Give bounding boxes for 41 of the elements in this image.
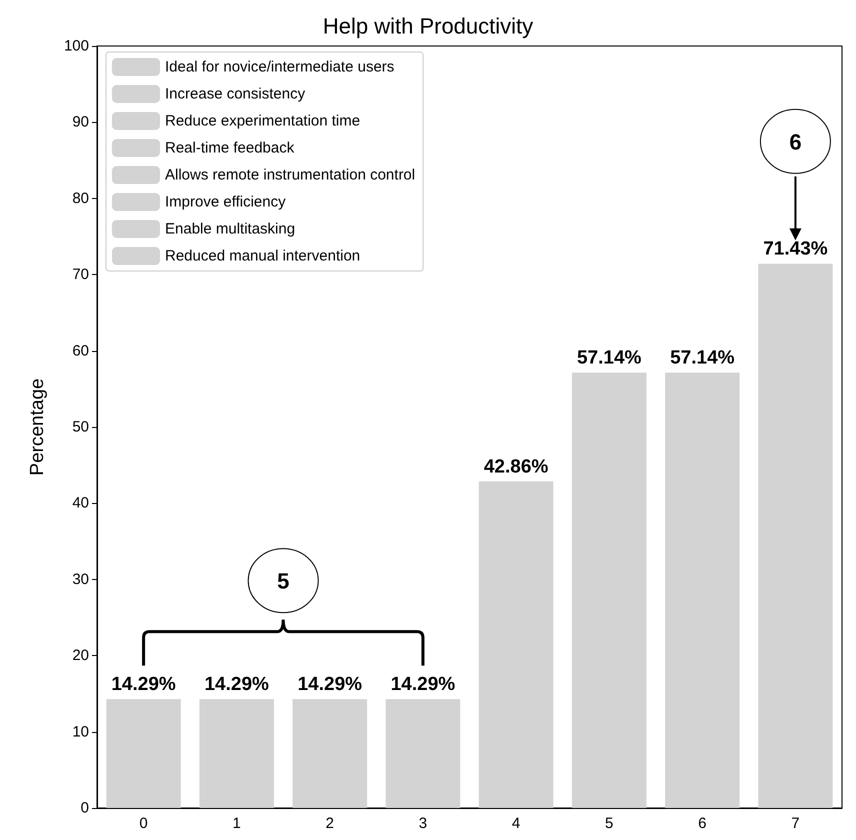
y-tick-label: 10 — [72, 723, 89, 740]
data-label: 71.43% — [763, 238, 828, 260]
x-tick-label: 0 — [139, 815, 148, 832]
x-tick-label: 7 — [791, 815, 800, 832]
legend-label: Real-time feedback — [165, 140, 295, 156]
y-tick-label: 60 — [72, 342, 89, 360]
x-tick-label: 5 — [605, 815, 614, 832]
legend-label: Reduce experimentation time — [165, 112, 360, 130]
data-label: 14.29% — [390, 674, 456, 696]
chart-title: Help with Productivity — [322, 14, 534, 38]
y-tick-label: 40 — [72, 494, 89, 512]
legend-label: Increase consistency — [165, 86, 306, 102]
legend-label: Enable multitasking — [165, 220, 296, 238]
legend-label: Allows remote instrumentation control — [165, 166, 416, 184]
y-axis-title: Percentage — [27, 378, 48, 476]
x-tick-label: 3 — [418, 815, 428, 832]
y-tick-label: 30 — [72, 570, 89, 588]
y-tick-label: 90 — [72, 114, 89, 131]
y-tick-label: 20 — [72, 647, 89, 664]
x-tick-label: 1 — [232, 815, 241, 832]
circled-number: 6 — [760, 108, 831, 174]
data-label: 57.14% — [670, 348, 735, 369]
data-label: 14.29% — [204, 674, 270, 696]
legend-label: Ideal for novice/intermediate users — [165, 58, 394, 76]
data-label: 57.14% — [576, 348, 642, 369]
data-label: 14.29% — [298, 674, 362, 696]
legend-label: Improve efficiency — [165, 194, 286, 210]
x-tick-label: 2 — [326, 815, 334, 832]
legend-label: Reduced manual intervention — [165, 248, 360, 264]
annotation: 5 — [277, 568, 290, 594]
y-tick-label: 70 — [72, 266, 89, 284]
x-tick-label: 4 — [512, 815, 520, 832]
y-tick-label: 100 — [64, 38, 89, 54]
y-tick-label: 80 — [72, 190, 89, 207]
data-label: 14.29% — [111, 674, 176, 696]
annotation: 6 — [789, 129, 802, 154]
data-label: 42.86% — [484, 456, 548, 478]
y-tick-label: 50 — [72, 418, 89, 436]
y-tick-label: 0 — [80, 800, 89, 816]
circled-number: 5 — [248, 548, 319, 614]
x-tick-label: 6 — [698, 815, 706, 832]
